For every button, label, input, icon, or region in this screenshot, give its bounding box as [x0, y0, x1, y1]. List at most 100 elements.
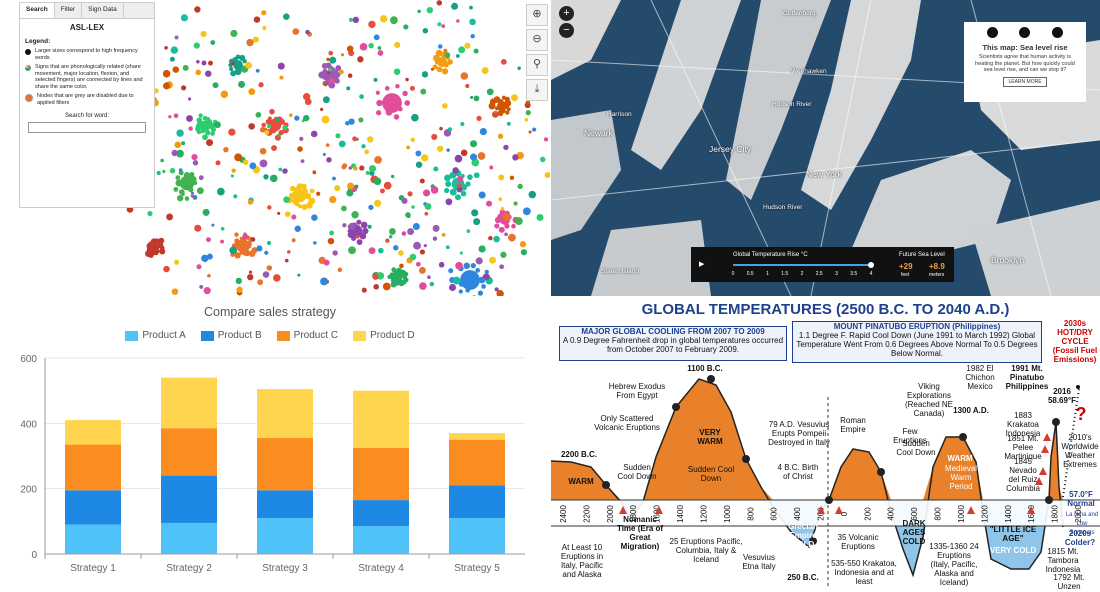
box-text: 1.1 Degree F. Rapid Cool Down (June 1991… — [796, 331, 1038, 358]
network-node — [441, 232, 446, 237]
network-node — [431, 133, 438, 140]
x-tick-label: Strategy 1 — [70, 563, 116, 574]
map-zoom-in-button[interactable]: + — [559, 6, 574, 21]
legend-swatch — [125, 330, 139, 341]
network-node — [259, 159, 268, 168]
network-node — [258, 82, 264, 88]
x-tick-label: Strategy 4 — [358, 563, 404, 574]
network-node — [169, 167, 176, 174]
network-node — [282, 168, 288, 174]
gear-icon[interactable] — [1052, 27, 1064, 38]
network-node — [230, 70, 237, 77]
download-icon[interactable]: ⤓ — [526, 79, 548, 101]
network-graph[interactable] — [0, 0, 550, 296]
network-node — [427, 275, 431, 280]
network-node — [198, 113, 203, 118]
network-node — [326, 57, 330, 62]
network-node — [512, 154, 519, 161]
network-node — [360, 221, 368, 229]
temperature-icon[interactable] — [986, 27, 998, 38]
year-tick-label: 400 — [793, 507, 802, 521]
network-node — [447, 127, 453, 132]
network-node — [229, 246, 238, 255]
network-node — [456, 19, 460, 23]
network-node — [368, 204, 374, 211]
network-node — [500, 251, 507, 258]
network-node — [383, 181, 392, 190]
network-node — [357, 56, 364, 63]
network-node — [205, 70, 212, 77]
network-node — [411, 205, 415, 209]
annotation: 1982 El Chichon Mexico — [965, 364, 995, 391]
search-icon[interactable]: ⚲ — [526, 54, 548, 76]
network-node — [335, 65, 342, 72]
year-tick-label: 1400 — [1004, 505, 1013, 523]
map-label: Hudson River — [772, 101, 812, 108]
network-node — [334, 185, 341, 192]
network-node — [149, 243, 159, 253]
network-node — [389, 228, 396, 235]
network-node — [469, 18, 476, 26]
annotation: WARM — [568, 477, 594, 486]
tab-filter[interactable]: Filter — [55, 3, 83, 18]
annotation: Sudden Cool Down — [617, 463, 657, 481]
legend-text: Signs that are phonologically related (s… — [35, 64, 143, 90]
legend-product-d[interactable]: Product D — [353, 330, 415, 341]
map-info-card: This map: Sea level rise Scientists agre… — [964, 22, 1086, 102]
map-label: Weehawken — [791, 68, 827, 75]
network-node — [441, 24, 446, 28]
volcano-icon — [655, 506, 663, 514]
volcano-icon — [1027, 506, 1035, 514]
network-node — [511, 223, 516, 229]
zoom-out-icon[interactable]: ⊖ — [526, 29, 548, 51]
play-icon[interactable]: ▶ — [699, 261, 705, 268]
temperature-slider[interactable]: 0 0.5 1 1.5 2 2.5 3 3.5 4 — [729, 260, 879, 278]
network-node — [252, 36, 259, 43]
network-node — [479, 128, 487, 136]
network-node — [432, 236, 438, 241]
map-zoom-out-button[interactable]: − — [559, 23, 574, 38]
network-node — [332, 176, 336, 181]
future-feet-value: +29 — [899, 262, 913, 271]
network-node — [186, 115, 193, 122]
network-node — [471, 209, 479, 217]
network-node — [236, 286, 243, 293]
network-node — [245, 61, 253, 69]
annotation: DARK AGES COLD — [902, 519, 926, 546]
network-node — [309, 188, 315, 194]
network-node — [320, 277, 329, 286]
learn-more-button[interactable]: LEARN MORE — [1003, 76, 1047, 87]
future-meters-unit: meters — [929, 272, 945, 278]
network-node — [247, 273, 254, 281]
zoom-in-icon[interactable]: ⊕ — [526, 4, 548, 26]
network-node — [368, 42, 374, 49]
legend-product-c[interactable]: Product C — [276, 330, 338, 341]
network-node — [323, 259, 330, 266]
bar-segment — [257, 438, 313, 491]
network-node — [362, 227, 369, 235]
search-input[interactable] — [28, 122, 146, 133]
network-node — [430, 67, 435, 71]
network-node — [256, 245, 263, 252]
tab-search[interactable]: Search — [20, 3, 55, 18]
network-node — [291, 238, 296, 243]
asl-sidebar: Search Filter Sign Data ASL-LEX Legend: … — [19, 2, 155, 208]
network-node — [194, 6, 201, 13]
network-node — [377, 46, 382, 50]
tab-sign-data[interactable]: Sign Data — [82, 3, 124, 18]
network-node — [303, 114, 310, 122]
legend-product-a[interactable]: Product A — [125, 330, 186, 341]
network-node — [452, 167, 459, 174]
event-marker — [959, 433, 967, 441]
network-node — [294, 115, 300, 121]
water-drop-icon[interactable] — [1019, 27, 1031, 38]
legend-product-b[interactable]: Product B — [200, 330, 262, 341]
network-node — [159, 245, 164, 250]
network-node — [456, 186, 463, 193]
sea-level-map[interactable]: + − Guttenberg Weehawken Hudson River Ne… — [551, 0, 1100, 296]
slider-tick-label: 3.5 — [850, 271, 857, 277]
annotation: 1300 A.D. — [953, 406, 989, 415]
network-node — [451, 2, 459, 10]
network-node — [229, 66, 234, 72]
network-node — [196, 59, 200, 64]
